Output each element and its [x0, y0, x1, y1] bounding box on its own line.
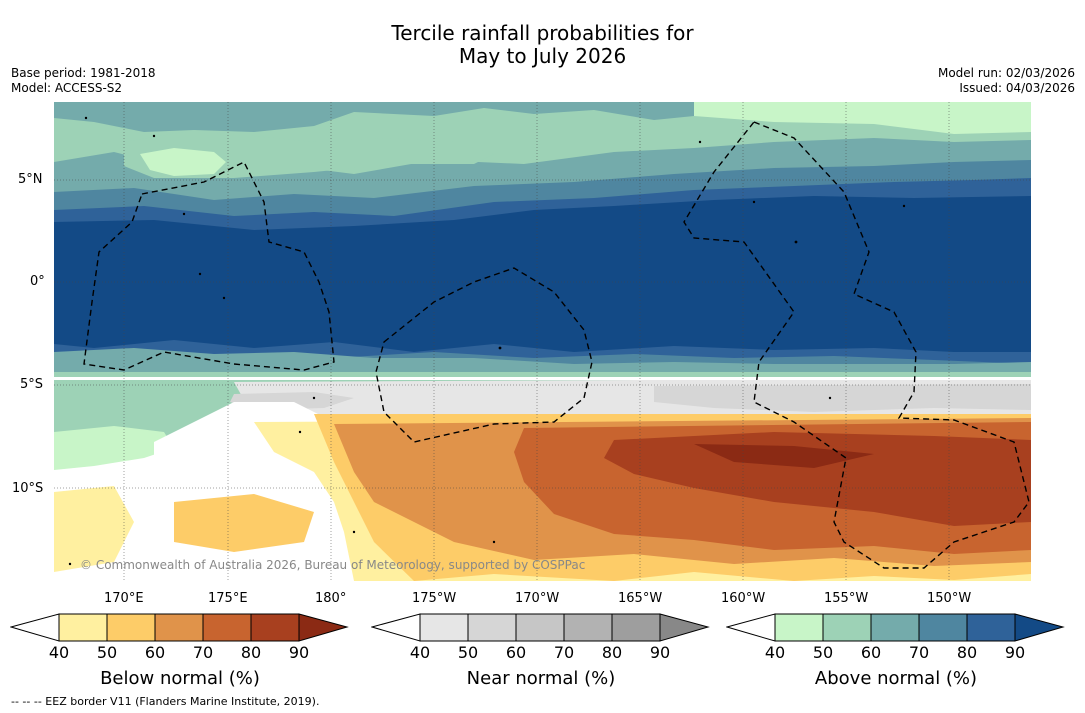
colorbar-above-seg-2 — [822, 613, 872, 642]
near-tick-50: 50 — [457, 643, 479, 662]
island-markers — [68, 116, 906, 566]
above-tick-40: 40 — [764, 643, 786, 662]
colorbar-above-seg-3 — [870, 613, 920, 642]
copyright-credit: © Commonwealth of Australia 2026, Bureau… — [80, 558, 586, 572]
colorbar-near-seg-1 — [419, 613, 469, 642]
above-band-60 — [54, 102, 694, 132]
colorbar-near-arrow-left — [371, 613, 421, 642]
eez-borders — [83, 121, 1030, 569]
colorbar-above-arrow-right — [1014, 613, 1065, 642]
map-title-line2: May to July 2026 — [458, 44, 627, 68]
colorbar-above-seg-5 — [966, 613, 1016, 642]
near-tick-80: 80 — [601, 643, 623, 662]
colorbar-near-seg-3 — [515, 613, 565, 642]
eez-legend: -- -- -- EEZ border V11 (Flanders Marine… — [11, 695, 320, 708]
colorbar-below-arrow-right — [298, 613, 349, 642]
colorbar-near-seg-2 — [467, 613, 517, 642]
lat-label-10s: 10°S — [12, 481, 44, 496]
lat-label-5n: 5°N — [18, 172, 43, 187]
below-band-50-lower — [174, 494, 314, 552]
lon-label-180: 180° — [315, 591, 347, 606]
near-tick-60: 60 — [505, 643, 527, 662]
colorbar-above-arrow-left — [726, 613, 776, 642]
below-tick-80: 80 — [240, 643, 262, 662]
issued-date: Issued: 04/03/2026 — [959, 81, 1075, 95]
near-tick-90: 90 — [649, 643, 671, 662]
below-tick-60: 60 — [144, 643, 166, 662]
colorbar-below-seg-4 — [202, 613, 252, 642]
map-gridlines — [54, 102, 1031, 581]
colorbar-below-arrow-left — [10, 613, 60, 642]
colorbar-below-segments — [10, 613, 349, 642]
colorbar-near-title: Near normal (%) — [466, 668, 616, 689]
colorbar-below-seg-3 — [154, 613, 204, 642]
colorbar-near-normal — [371, 613, 710, 642]
above-band-40-blob2 — [140, 148, 226, 176]
below-tick-50: 50 — [96, 643, 118, 662]
above-tick-80: 80 — [956, 643, 978, 662]
above-tick-70: 70 — [908, 643, 930, 662]
colorbar-above-title: Above normal (%) — [814, 668, 978, 689]
lon-label-175w: 175°W — [412, 591, 457, 606]
colorbar-above-seg-4 — [918, 613, 968, 642]
colorbar-below-title: Below normal (%) — [100, 668, 260, 689]
below-tick-90: 90 — [288, 643, 310, 662]
colorbar-above-segments — [726, 613, 1065, 642]
lon-label-165w: 165°W — [618, 591, 663, 606]
near-tick-70: 70 — [553, 643, 575, 662]
colorbar-below-normal — [10, 613, 349, 642]
lon-label-170e: 170°E — [104, 591, 144, 606]
colorbar-near-seg-4 — [563, 613, 613, 642]
above-band-60-patch — [54, 348, 1031, 374]
eez-border-kiribati-line — [683, 121, 1030, 569]
lon-label-160w: 160°W — [721, 591, 766, 606]
eez-border-kiribati-gilbert — [83, 161, 335, 371]
colorbar-above-seg-1 — [774, 613, 824, 642]
above-band-40 — [694, 102, 1031, 134]
lon-label-175e: 175°E — [208, 591, 248, 606]
lat-label-5s: 5°S — [20, 377, 44, 392]
near-tick-40: 40 — [409, 643, 431, 662]
lon-label-150w: 150°W — [927, 591, 972, 606]
colorbar-above-normal — [726, 613, 1065, 642]
near-norm-white-line — [54, 377, 1031, 380]
colorbar-below-seg-1 — [58, 613, 108, 642]
lon-label-155w: 155°W — [824, 591, 869, 606]
lon-label-170w: 170°W — [515, 591, 560, 606]
colorbar-near-segments — [371, 613, 710, 642]
above-tick-90: 90 — [1004, 643, 1026, 662]
model-run-date: Model run: 02/03/2026 — [937, 66, 1075, 80]
map-title-line1: Tercile rainfall probabilities for — [391, 21, 694, 45]
below-band-90 — [694, 444, 874, 468]
base-period: Base period: 1981-2018 — [11, 66, 156, 80]
below-tick-40: 40 — [48, 643, 70, 662]
rainfall-probability-map — [54, 102, 1031, 581]
above-band-90 — [54, 196, 1031, 352]
lat-label-0: 0° — [30, 274, 45, 289]
colorbar-below-seg-2 — [106, 613, 156, 642]
colorbar-below-seg-5 — [250, 613, 300, 642]
above-band-sw-40 — [54, 426, 174, 470]
colorbar-near-arrow-right — [659, 613, 710, 642]
model-name: Model: ACCESS-S2 — [11, 81, 123, 95]
near-band-50 — [654, 384, 1031, 412]
colorbar-near-seg-5 — [611, 613, 661, 642]
above-tick-60: 60 — [860, 643, 882, 662]
eez-border-kiribati-phoenix — [375, 267, 593, 443]
below-tick-70: 70 — [192, 643, 214, 662]
above-tick-50: 50 — [812, 643, 834, 662]
below-band-40-sw — [54, 486, 134, 572]
below-band-80 — [604, 432, 1031, 526]
